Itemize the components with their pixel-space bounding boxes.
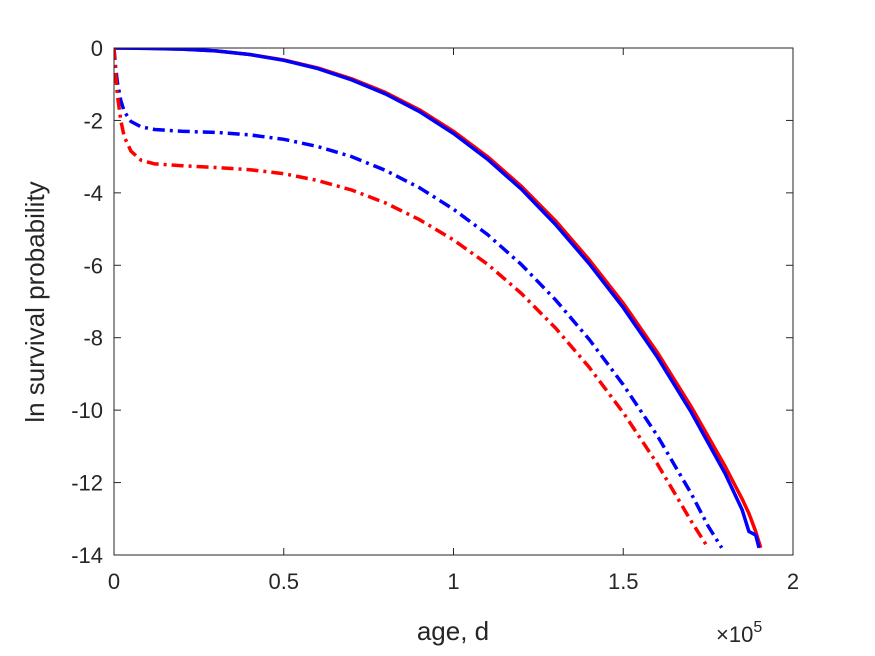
axes-layer xyxy=(113,47,794,556)
series-line-4 xyxy=(114,48,710,549)
plot-background xyxy=(114,48,793,555)
x-tick-label: 1.5 xyxy=(608,569,639,594)
x-tick-label: 1 xyxy=(447,569,459,594)
y-tick-label: -8 xyxy=(83,326,103,351)
x-tick-label: 0.5 xyxy=(268,569,299,594)
tick-label-layer: 0 0.5 1 1.5 2 0 -2 -4 -6 -8 -10 -12 -14 xyxy=(71,36,799,594)
x-tick-label: 0 xyxy=(108,569,120,594)
y-tick-label: -12 xyxy=(71,471,103,496)
y-tick-label: -6 xyxy=(83,253,103,278)
y-tick-label: -4 xyxy=(83,181,103,206)
x-tick-label: 2 xyxy=(787,569,799,594)
y-tick-label: -10 xyxy=(71,398,103,423)
x-multiplier-exponent: 5 xyxy=(753,619,762,636)
y-tick-label: -14 xyxy=(71,543,103,568)
y-tick-label: -2 xyxy=(83,108,103,133)
series-line-3 xyxy=(114,48,724,549)
series-layer xyxy=(114,48,763,549)
x-axis-multiplier: ×105 xyxy=(716,619,762,647)
y-axis-label: ln survival probability xyxy=(20,181,50,422)
series-line-2 xyxy=(114,48,761,549)
x-multiplier-base: ×10 xyxy=(716,622,753,647)
x-axis-label: age, d xyxy=(417,616,489,646)
y-tick-label: 0 xyxy=(91,36,103,61)
